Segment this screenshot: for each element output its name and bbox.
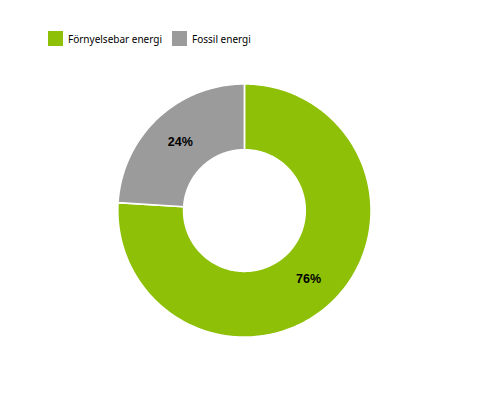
svg-text:76%: 76%	[296, 272, 321, 286]
html-text:Fossil energi: Fossil energi	[192, 31, 251, 46]
svg-text:24%: 24%	[168, 135, 193, 149]
html-text:Förnyelsebar energi: Förnyelsebar energi	[68, 31, 162, 46]
